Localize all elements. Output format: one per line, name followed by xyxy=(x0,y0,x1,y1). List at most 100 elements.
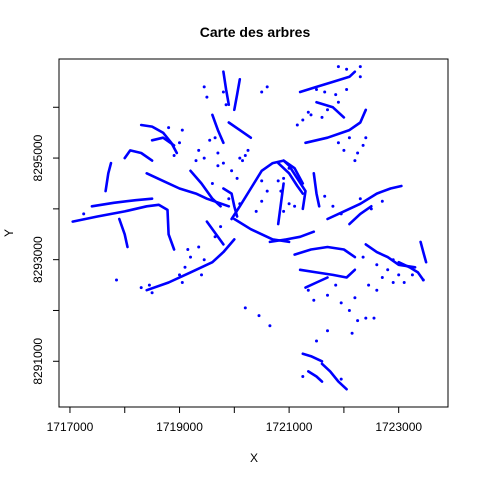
tree-line-18 xyxy=(282,159,305,185)
tree-point-32 xyxy=(216,164,220,168)
y-tick-label: 8291000 xyxy=(31,338,45,385)
tree-point-94 xyxy=(364,316,368,320)
tree-point-0 xyxy=(82,212,86,216)
tree-point-76 xyxy=(342,148,346,152)
tree-point-105 xyxy=(397,273,401,277)
tree-point-109 xyxy=(386,268,390,272)
tree-point-87 xyxy=(334,283,338,287)
tree-point-24 xyxy=(238,156,242,160)
tree-point-39 xyxy=(213,235,217,239)
tree-point-40 xyxy=(260,179,264,183)
tree-point-80 xyxy=(339,212,343,216)
tree-line-36 xyxy=(320,362,348,391)
chart-title: Carte des arbres xyxy=(200,24,311,40)
tree-point-92 xyxy=(350,331,354,335)
tree-point-35 xyxy=(210,182,214,185)
tree-line-17 xyxy=(276,161,305,195)
tree-point-45 xyxy=(282,176,286,180)
tree-point-15 xyxy=(180,128,184,132)
tree-point-4 xyxy=(139,286,143,290)
tree-line-13 xyxy=(222,70,231,106)
tree-line-9 xyxy=(211,113,225,145)
tree-point-33 xyxy=(230,169,234,173)
tree-point-36 xyxy=(227,197,231,201)
tree-line-25 xyxy=(312,172,321,208)
tree-point-62 xyxy=(334,93,338,97)
tree-line-20 xyxy=(268,230,316,244)
plot-frame xyxy=(58,58,449,408)
tree-line-35 xyxy=(306,370,324,383)
tree-point-9 xyxy=(189,255,192,259)
tree-point-99 xyxy=(361,255,365,259)
tree-point-42 xyxy=(260,199,264,203)
tree-point-68 xyxy=(301,118,305,122)
tree-point-73 xyxy=(361,143,365,147)
tree-point-46 xyxy=(287,166,291,170)
tree-point-30 xyxy=(221,90,225,94)
tree-point-1 xyxy=(115,278,118,282)
tree-point-84 xyxy=(306,288,310,292)
tree-line-0 xyxy=(71,203,176,251)
tree-point-34 xyxy=(235,176,239,180)
tree-line-10 xyxy=(189,169,222,208)
tree-line-34 xyxy=(301,352,324,363)
tree-point-23 xyxy=(221,161,225,165)
tree-point-83 xyxy=(380,199,384,203)
tree-point-5 xyxy=(200,273,203,277)
tree-point-95 xyxy=(372,316,376,320)
tree-point-53 xyxy=(243,306,247,310)
tree-point-10 xyxy=(202,258,206,262)
tree-line-15 xyxy=(233,78,242,112)
tree-point-88 xyxy=(326,329,329,333)
y-tick-label: 8295000 xyxy=(31,134,45,181)
tree-point-8 xyxy=(180,281,184,284)
tree-point-37 xyxy=(238,202,242,206)
tree-point-49 xyxy=(293,204,297,208)
tree-point-20 xyxy=(208,138,212,142)
tree-point-77 xyxy=(336,141,340,145)
tree-point-106 xyxy=(410,273,414,277)
tree-point-60 xyxy=(315,88,318,91)
tree-point-79 xyxy=(331,204,335,208)
tree-line-28 xyxy=(293,245,357,259)
tree-point-66 xyxy=(358,65,362,69)
tree-point-41 xyxy=(265,189,269,193)
tree-point-26 xyxy=(246,148,250,152)
tree-point-57 xyxy=(320,115,324,119)
tree-point-97 xyxy=(380,276,384,279)
tree-point-59 xyxy=(336,100,340,104)
tree-line-14 xyxy=(227,121,253,139)
tree-point-64 xyxy=(336,65,340,69)
tree-line-27 xyxy=(348,205,373,226)
tree-line-7 xyxy=(145,172,231,208)
tree-line-11 xyxy=(205,220,225,246)
tree-line-6 xyxy=(150,136,176,147)
tree-point-72 xyxy=(356,151,360,155)
tree-point-75 xyxy=(353,159,357,163)
tree-point-14 xyxy=(178,141,181,145)
tree-line-26 xyxy=(326,184,403,221)
tree-point-19 xyxy=(197,148,201,152)
tree-point-38 xyxy=(219,225,223,229)
tree-point-101 xyxy=(353,296,357,300)
tree-line-22 xyxy=(298,70,357,94)
tree-point-102 xyxy=(339,301,343,305)
tree-point-65 xyxy=(345,67,349,71)
tree-point-69 xyxy=(306,110,310,114)
tree-point-11 xyxy=(197,245,201,249)
tree-line-21 xyxy=(276,182,285,226)
tree-point-90 xyxy=(301,375,305,378)
tree-point-82 xyxy=(369,207,373,211)
tree-point-28 xyxy=(202,85,206,89)
tree-point-17 xyxy=(194,159,198,163)
tree-point-21 xyxy=(213,136,217,140)
tree-point-50 xyxy=(282,209,286,213)
tree-line-19 xyxy=(233,217,291,244)
tree-point-52 xyxy=(265,85,269,89)
tree-point-54 xyxy=(257,314,261,318)
y-axis: 8291000 8293000 8295000 xyxy=(31,106,60,385)
tree-line-30 xyxy=(304,276,329,289)
tree-point-44 xyxy=(276,179,280,183)
tree-point-70 xyxy=(295,123,299,127)
